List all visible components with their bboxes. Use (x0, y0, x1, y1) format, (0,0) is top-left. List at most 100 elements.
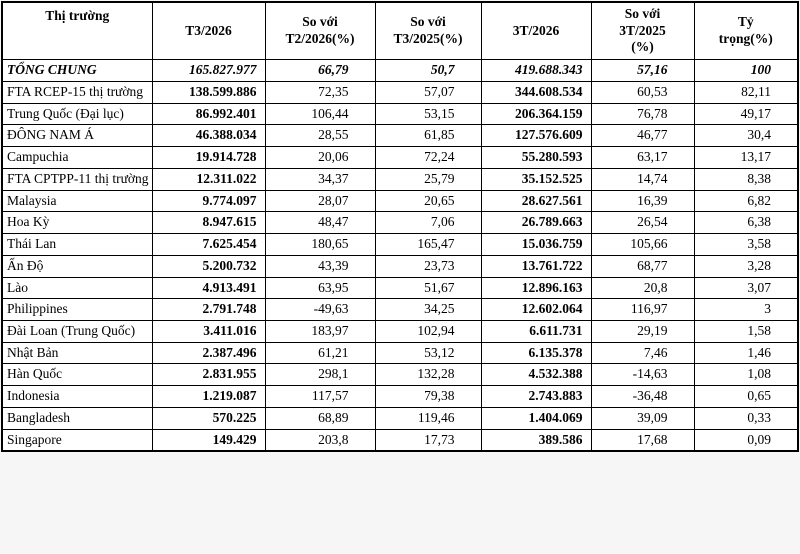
value-cell: 49,17 (693, 102, 799, 126)
table-row: Nhật Bản 2.387.496 61,21 53,12 6.135.378 7,46… (1, 341, 799, 365)
market-name-cell: Trung Quốc (Đại lục) (1, 102, 153, 126)
value-cell: 79,38 (374, 385, 482, 408)
market-name-cell: Lào (1, 276, 153, 300)
value-cell: 119,46 (374, 406, 482, 430)
value-cell: 28.627.561 (480, 189, 592, 213)
column-header: So với T2/2026(%) (264, 1, 376, 61)
value-cell: 7.625.454 (151, 233, 266, 256)
table-row: Malaysia 9.774.097 28,07 20,65 28.627.561 16,… (1, 189, 799, 213)
value-cell: -14,63 (590, 363, 695, 387)
value-cell: 20,8 (590, 276, 695, 300)
value-cell: 206.364.159 (480, 102, 592, 126)
column-header: Thị trường (1, 1, 153, 61)
value-cell: 105,66 (590, 233, 695, 256)
value-cell: 14,74 (590, 167, 695, 191)
value-cell: 35.152.525 (480, 167, 592, 191)
value-cell: 82,11 (693, 80, 799, 104)
value-cell: 0,65 (693, 385, 799, 408)
column-header: T3/2026 (151, 1, 266, 61)
value-cell: 34,25 (374, 298, 482, 322)
table-row: Ấn Độ 5.200.732 43,39 23,73 13.761.722 68,77 3… (1, 254, 799, 278)
market-name-cell: Đài Loan (Trung Quốc) (1, 320, 153, 343)
value-cell: 43,39 (264, 254, 376, 278)
value-cell: 12.602.064 (480, 298, 592, 322)
value-cell: 66,79 (264, 59, 376, 82)
value-cell: 28,07 (264, 189, 376, 213)
value-cell: 7,46 (590, 341, 695, 365)
value-cell: 1,08 (693, 363, 799, 387)
value-cell: 72,35 (264, 80, 376, 104)
value-cell: 57,16 (590, 59, 695, 82)
value-cell: 2.791.748 (151, 298, 266, 322)
value-cell: 28,55 (264, 124, 376, 148)
market-name-cell: Campuchia (1, 146, 153, 169)
value-cell: 100 (693, 59, 799, 82)
value-cell: -49,63 (264, 298, 376, 322)
value-cell: 23,73 (374, 254, 482, 278)
table-row: Indonesia 1.219.087 117,57 79,38 2.743.883 -3… (1, 385, 799, 408)
value-cell: 102,94 (374, 320, 482, 343)
value-cell: 53,12 (374, 341, 482, 365)
table-row: Singapore 149.429 203,8 17,73 389.586 17,68 0,… (1, 428, 799, 452)
value-cell: 2.743.883 (480, 385, 592, 408)
value-cell: 2.831.955 (151, 363, 266, 387)
market-name-cell: Bangladesh (1, 406, 153, 430)
value-cell: 2.387.496 (151, 341, 266, 365)
value-cell: 0,09 (693, 428, 799, 452)
value-cell: 165.827.977 (151, 59, 266, 82)
value-cell: 26,54 (590, 211, 695, 235)
value-cell: 60,53 (590, 80, 695, 104)
value-cell: 203,8 (264, 428, 376, 452)
value-cell: 61,85 (374, 124, 482, 148)
value-cell: 48,47 (264, 211, 376, 235)
value-cell: 6.135.378 (480, 341, 592, 365)
value-cell: 68,77 (590, 254, 695, 278)
value-cell: 50,7 (374, 59, 482, 82)
market-name-cell: FTA CPTPP-11 thị trường (1, 167, 153, 191)
market-name-cell: Ấn Độ (1, 254, 153, 278)
value-cell: 1,58 (693, 320, 799, 343)
value-cell: 39,09 (590, 406, 695, 430)
value-cell: 3,58 (693, 233, 799, 256)
table-row: FTA CPTPP-11 thị trường 12.311.022 34,37 25… (1, 167, 799, 191)
table-row: ĐÔNG NAM Á 46.388.034 28,55 61,85 127.576.60… (1, 124, 799, 148)
value-cell: 298,1 (264, 363, 376, 387)
value-cell: 183,97 (264, 320, 376, 343)
value-cell: 68,89 (264, 406, 376, 430)
value-cell: 165,47 (374, 233, 482, 256)
value-cell: -36,48 (590, 385, 695, 408)
value-cell: 20,06 (264, 146, 376, 169)
value-cell: 17,68 (590, 428, 695, 452)
value-cell: 7,06 (374, 211, 482, 235)
table-row: FTA RCEP-15 thị trường 138.599.886 72,35 57… (1, 80, 799, 104)
market-name-cell: Philippines (1, 298, 153, 322)
market-name-cell: Nhật Bản (1, 341, 153, 365)
value-cell: 149.429 (151, 428, 266, 452)
value-cell: 61,21 (264, 341, 376, 365)
value-cell: 389.586 (480, 428, 592, 452)
value-cell: 3.411.016 (151, 320, 266, 343)
value-cell: 6,38 (693, 211, 799, 235)
table-row: Thái Lan 7.625.454 180,65 165,47 15.036.759 1… (1, 233, 799, 256)
value-cell: 15.036.759 (480, 233, 592, 256)
market-name-cell: Indonesia (1, 385, 153, 408)
market-name-cell: TỔNG CHUNG (1, 59, 153, 82)
value-cell: 13,17 (693, 146, 799, 169)
column-header: 3T/2026 (480, 1, 592, 61)
value-cell: 4.913.491 (151, 276, 266, 300)
market-name-cell: FTA RCEP-15 thị trường (1, 80, 153, 104)
value-cell: 20,65 (374, 189, 482, 213)
value-cell: 0,33 (693, 406, 799, 430)
value-cell: 6.611.731 (480, 320, 592, 343)
value-cell: 3 (693, 298, 799, 322)
market-name-cell: ĐÔNG NAM Á (1, 124, 153, 148)
value-cell: 117,57 (264, 385, 376, 408)
value-cell: 6,82 (693, 189, 799, 213)
value-cell: 63,95 (264, 276, 376, 300)
value-cell: 3,28 (693, 254, 799, 278)
market-name-cell: Malaysia (1, 189, 153, 213)
table-row: Philippines 2.791.748 -49,63 34,25 12.602.06… (1, 298, 799, 322)
value-cell: 53,15 (374, 102, 482, 126)
value-cell: 12.896.163 (480, 276, 592, 300)
